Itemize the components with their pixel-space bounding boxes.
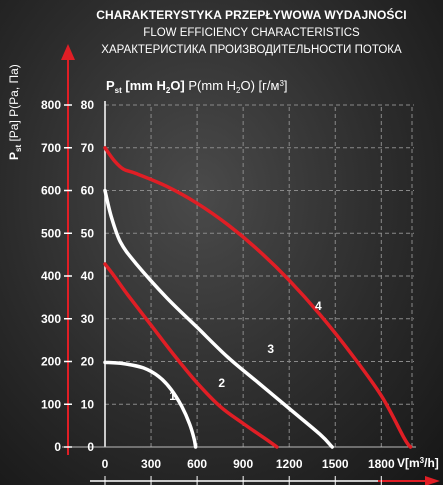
y-tick-label-pa: 400 — [41, 269, 61, 283]
series-line-1 — [103, 360, 198, 449]
series-line-3 — [103, 188, 334, 449]
y-tick-label-pa: 500 — [41, 226, 61, 240]
y-tick-label-mm: 40 — [81, 269, 95, 283]
y-tick-label-pa: 0 — [54, 440, 61, 454]
chart-curve-labels: 1 2 3 4 — [169, 299, 322, 403]
x-tick-label: 0 — [102, 457, 109, 471]
x-axis-label: V[m3/h] — [397, 456, 439, 470]
y-tick-label-mm: 30 — [81, 312, 95, 326]
curve-label-2: 2 — [218, 376, 225, 390]
chart-axes — [61, 44, 440, 485]
chart-title-ru: ХАРАКТЕРИСТИКА ПРОИЗВОДИТЕЛЬНОСТИ ПОТОКА — [101, 44, 402, 56]
chart-grid — [105, 104, 414, 447]
y-tick-label-mm: 0 — [87, 440, 94, 454]
chart-curves — [103, 146, 413, 449]
curve-label-1: 1 — [169, 389, 176, 403]
chart-ticks: 0100200300400500600700800010203040506070… — [41, 98, 395, 485]
x-axis-arrow-icon — [425, 476, 440, 485]
y-axis-arrow-icon — [61, 44, 75, 60]
series-line-4 — [103, 146, 413, 449]
chart-title-pl: CHARAKTERYSTYKA PRZEPŁYWOWA WYDAJNOŚCI — [96, 8, 407, 22]
y-tick-label-mm: 10 — [81, 397, 95, 411]
y-tick-label-mm: 70 — [81, 141, 95, 155]
y-tick-label-pa: 600 — [41, 184, 61, 198]
y-tick-label-pa: 800 — [41, 98, 61, 112]
y-tick-label-mm: 50 — [81, 226, 95, 240]
y-axis-label-pa: Pst [Pa] P(Pa, Па) — [7, 64, 23, 160]
y-tick-label-pa: 100 — [41, 397, 61, 411]
chart-title-en: FLOW EFFICIENCY CHARACTERISTICS — [143, 27, 360, 39]
y-axis-label-mm: Pst [mm H2O] P(mm H2O) [г/м3] — [106, 78, 288, 95]
x-tick-label: 600 — [187, 457, 207, 471]
series-line-2 — [103, 262, 279, 449]
y-tick-label-mm: 20 — [81, 355, 95, 369]
y-tick-label-pa: 200 — [41, 355, 61, 369]
x-tick-label: 900 — [233, 457, 253, 471]
x-tick-label: 300 — [141, 457, 161, 471]
x-tick-label: 1800 — [368, 457, 395, 471]
x-tick-label: 1500 — [322, 457, 349, 471]
y-tick-label-mm: 60 — [81, 184, 95, 198]
curve-label-4: 4 — [315, 299, 322, 313]
x-tick-label: 1200 — [276, 457, 303, 471]
curve-label-3: 3 — [267, 342, 274, 356]
y-tick-label-pa: 300 — [41, 312, 61, 326]
y-tick-label-pa: 700 — [41, 141, 61, 155]
y-tick-label-mm: 80 — [81, 98, 95, 112]
